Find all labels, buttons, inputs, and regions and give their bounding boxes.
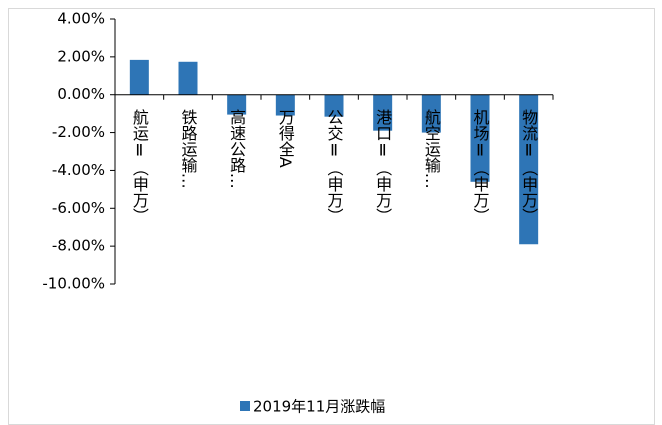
x-tick-label: 物流Ⅱ（申万）	[519, 109, 538, 224]
y-tick-label: -6.00%	[52, 199, 105, 217]
y-tick-label: -2.00%	[52, 123, 105, 141]
legend-label: 2019年11月涨跌幅	[253, 398, 385, 416]
x-tick-label: 机场Ⅱ（申万）	[471, 109, 490, 224]
x-tick-label: 铁路运输…	[179, 109, 198, 189]
y-tick-label: -4.00%	[52, 161, 105, 179]
x-tick-label: 航空运输…	[422, 109, 441, 189]
x-tick-label: 公交Ⅱ（申万）	[325, 109, 344, 224]
bar	[519, 94, 539, 245]
bar	[373, 94, 393, 131]
bar	[227, 94, 247, 115]
x-tick-label: 航运Ⅱ（申万）	[130, 109, 149, 224]
bar	[129, 59, 149, 95]
bar	[178, 61, 198, 95]
y-tick-label: -8.00%	[52, 237, 105, 255]
bar	[470, 94, 490, 182]
legend-swatch	[240, 401, 250, 411]
bar	[421, 94, 441, 133]
y-tick-label: -10.00%	[42, 275, 105, 293]
x-tick-label: 港口Ⅱ（申万）	[373, 109, 392, 224]
chart-border	[8, 8, 655, 425]
bar	[324, 94, 344, 117]
y-tick-label: 0.00%	[57, 85, 105, 103]
y-tick-label: 2.00%	[57, 47, 105, 65]
bar	[275, 94, 295, 116]
x-tick-label: 万得全A	[276, 109, 295, 168]
y-tick-label: 4.00%	[57, 10, 105, 28]
x-tick-label: 高速公路…	[227, 109, 246, 189]
